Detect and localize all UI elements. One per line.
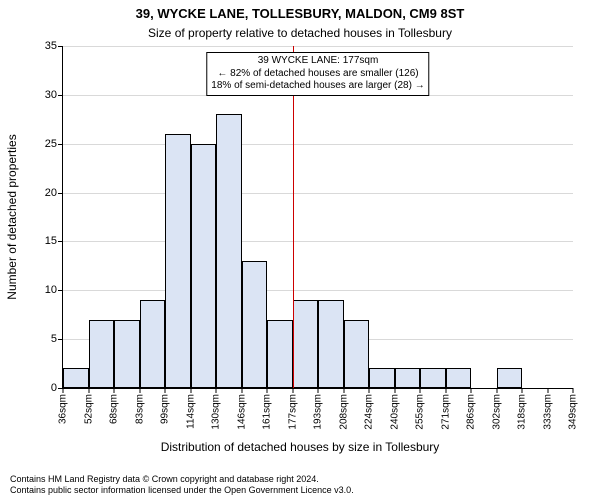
y-tick-mark (58, 339, 63, 340)
histogram-bar (446, 368, 472, 388)
x-tick-mark (114, 388, 115, 393)
x-tick-mark (369, 388, 370, 393)
histogram-bar (318, 300, 344, 388)
gridline (63, 144, 573, 145)
x-tick-label: 52sqm (83, 394, 94, 424)
histogram-bar (344, 320, 370, 388)
histogram-bar (242, 261, 268, 388)
x-tick-mark (216, 388, 217, 393)
histogram-bar (140, 300, 166, 388)
x-tick-label: 224sqm (364, 394, 375, 430)
y-tick-mark (58, 46, 63, 47)
x-tick-mark (292, 388, 293, 393)
x-tick-mark (343, 388, 344, 393)
y-tick-label: 0 (51, 382, 57, 394)
x-tick-label: 177sqm (287, 394, 298, 430)
y-tick-mark (58, 241, 63, 242)
histogram-bar (114, 320, 140, 388)
x-tick-mark (165, 388, 166, 393)
x-tick-label: 146sqm (236, 394, 247, 430)
y-tick-mark (58, 193, 63, 194)
x-tick-label: 286sqm (466, 394, 477, 430)
histogram-bar (165, 134, 191, 388)
chart-subtitle: Size of property relative to detached ho… (0, 26, 600, 40)
x-tick-label: 208sqm (338, 394, 349, 430)
y-tick-label: 5 (51, 333, 57, 345)
annotation-line: 18% of semi-detached houses are larger (… (211, 80, 424, 93)
histogram-bar (497, 368, 523, 388)
y-tick-mark (58, 290, 63, 291)
x-tick-label: 271sqm (440, 394, 451, 430)
x-tick-mark (573, 388, 574, 393)
chart-container: 39, WYCKE LANE, TOLLESBURY, MALDON, CM9 … (0, 0, 600, 500)
histogram-bar (369, 368, 395, 388)
gridline (63, 46, 573, 47)
y-tick-mark (58, 144, 63, 145)
x-tick-mark (445, 388, 446, 393)
histogram-bar (293, 300, 319, 388)
x-tick-label: 193sqm (313, 394, 324, 430)
x-tick-mark (547, 388, 548, 393)
x-tick-label: 114sqm (185, 394, 196, 429)
x-tick-label: 161sqm (262, 394, 273, 430)
histogram-bar (267, 320, 293, 388)
x-tick-label: 333sqm (542, 394, 553, 430)
x-tick-label: 255sqm (415, 394, 426, 430)
footer-line-1: Contains HM Land Registry data © Crown c… (10, 474, 354, 485)
plot-area: 0510152025303536sqm52sqm68sqm83sqm99sqm1… (62, 46, 573, 389)
chart-title: 39, WYCKE LANE, TOLLESBURY, MALDON, CM9 … (0, 6, 600, 21)
histogram-bar (63, 368, 89, 388)
gridline (63, 241, 573, 242)
x-axis-label: Distribution of detached houses by size … (0, 440, 600, 454)
footer-line-2: Contains public sector information licen… (10, 485, 354, 496)
annotation-line: 39 WYCKE LANE: 177sqm (211, 55, 424, 68)
reference-line (293, 46, 294, 388)
x-tick-label: 36sqm (58, 394, 69, 424)
x-tick-mark (394, 388, 395, 393)
annotation-line: ← 82% of detached houses are smaller (12… (211, 68, 424, 81)
x-tick-label: 302sqm (491, 394, 502, 430)
x-tick-mark (267, 388, 268, 393)
annotation-box: 39 WYCKE LANE: 177sqm← 82% of detached h… (206, 52, 429, 96)
x-tick-mark (318, 388, 319, 393)
y-tick-label: 30 (45, 89, 57, 101)
x-tick-mark (522, 388, 523, 393)
x-tick-label: 99sqm (160, 394, 171, 424)
x-tick-mark (241, 388, 242, 393)
y-axis-label: Number of detached properties (5, 134, 19, 299)
histogram-bar (191, 144, 217, 388)
y-tick-label: 35 (45, 40, 57, 52)
x-tick-mark (496, 388, 497, 393)
histogram-bar (216, 114, 242, 388)
x-tick-mark (471, 388, 472, 393)
histogram-bar (395, 368, 421, 388)
x-tick-mark (190, 388, 191, 393)
x-tick-label: 68sqm (109, 394, 120, 424)
histogram-bar (89, 320, 115, 388)
chart-footer: Contains HM Land Registry data © Crown c… (10, 474, 354, 497)
y-tick-label: 25 (45, 138, 57, 150)
x-tick-label: 130sqm (211, 394, 222, 430)
x-tick-label: 240sqm (389, 394, 400, 430)
x-tick-label: 349sqm (568, 394, 579, 430)
x-tick-mark (63, 388, 64, 393)
y-tick-label: 10 (45, 284, 57, 296)
histogram-bar (420, 368, 446, 388)
y-tick-mark (58, 95, 63, 96)
x-tick-label: 83sqm (134, 394, 145, 424)
gridline (63, 193, 573, 194)
y-tick-label: 15 (45, 235, 57, 247)
x-tick-mark (420, 388, 421, 393)
x-tick-label: 318sqm (517, 394, 528, 430)
x-tick-mark (88, 388, 89, 393)
y-tick-label: 20 (45, 187, 57, 199)
gridline (63, 290, 573, 291)
x-tick-mark (139, 388, 140, 393)
